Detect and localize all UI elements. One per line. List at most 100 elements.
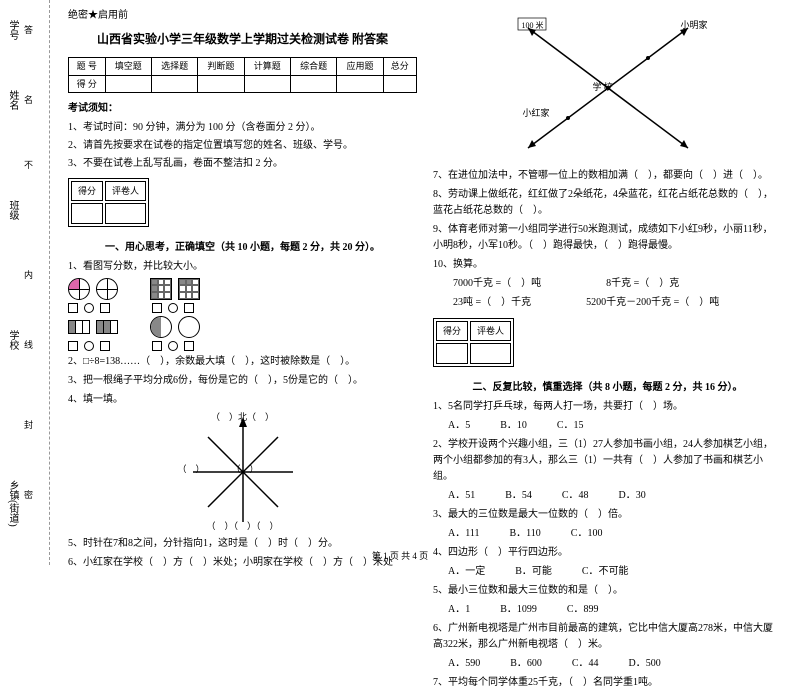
td-score: 得 分 [69, 75, 106, 92]
blank-box-icon[interactable] [184, 341, 194, 351]
question-7: 7、在进位加法中，不管哪一位上的数相加满（ ），都要向（ ）进（ ）。 [433, 168, 782, 184]
table-row: 得 分 [69, 75, 417, 92]
compass-mid-label: （ ） （ ） [178, 462, 308, 476]
margin-sub-5: 内 [22, 270, 35, 279]
td-blank[interactable] [105, 75, 151, 92]
left-column: 绝密★启用前 山西省实验小学三年级数学上学期过关检测试卷 附答案 题 号 填空题… [60, 8, 425, 557]
eval-blank[interactable] [71, 203, 103, 223]
margin-sub-2: 名 [22, 95, 35, 104]
star-top-label: 小明家 [680, 18, 707, 32]
square-fraction-icon [150, 278, 172, 300]
th-4: 计算题 [244, 58, 290, 75]
circle-fraction-icon [150, 316, 172, 338]
blank-circle-icon[interactable] [84, 303, 94, 313]
margin-label-id: 学号 [5, 20, 20, 40]
td-blank[interactable] [198, 75, 244, 92]
blank-circle-icon[interactable] [168, 303, 178, 313]
margin-sub-7: 封 [22, 420, 35, 429]
s2-q5-opts: A．1 B．1099 C．899 [433, 602, 782, 618]
blank-box-icon[interactable] [68, 303, 78, 313]
eval-blank[interactable] [105, 203, 146, 223]
td-blank[interactable] [337, 75, 383, 92]
th-6: 应用题 [337, 58, 383, 75]
td-blank[interactable] [244, 75, 290, 92]
s2-q6-opts: A．590 B．600 C．44 D．500 [433, 656, 782, 672]
circle-fraction-icon [96, 278, 118, 300]
circle-fraction-icon [178, 316, 200, 338]
s2-q4-opts: A．一定 B．可能 C．不可能 [433, 564, 782, 580]
secret-label: 绝密★启用前 [68, 8, 417, 24]
margin-label-class: 班级 [5, 200, 20, 220]
question-2: 2、□÷8=138……（ ），余数最大填（ ），这时被除数是（ ）。 [68, 354, 417, 370]
notice-item: 2、请首先按要求在试卷的指定位置填写您的姓名、班级、学号。 [68, 138, 417, 154]
blank-box-icon[interactable] [100, 303, 110, 313]
margin-label-school: 学校 [5, 330, 20, 350]
question-3: 3、把一根绳子平均分成6份，每份是它的（ ），5份是它的（ ）。 [68, 373, 417, 389]
blank-box-icon[interactable] [152, 341, 162, 351]
section1-title: 一、用心思考，正确填空（共 10 小题，每题 2 分，共 20 分）。 [68, 240, 417, 256]
td-blank[interactable] [151, 75, 197, 92]
q10b: 8千克 =（ ）克 [606, 278, 679, 289]
th-5: 综合题 [290, 58, 336, 75]
eval-score: 得分 [71, 181, 103, 201]
star-center-label: 学 校 [593, 80, 613, 94]
th-2: 选择题 [151, 58, 197, 75]
binding-margin: 学号 答 姓名 名 不 班级 内 学校 线 封 乡镇(街道) 密 [0, 0, 50, 565]
eval-box-2: 得分 评卷人 [433, 318, 514, 367]
blank-box-icon[interactable] [100, 341, 110, 351]
compass-top-label: （ ）北（ ） [183, 410, 303, 424]
th-0: 题 号 [69, 58, 106, 75]
rect-fraction-icon [68, 320, 90, 334]
table-row: 题 号 填空题 选择题 判断题 计算题 综合题 应用题 总分 [69, 58, 417, 75]
exam-title: 山西省实验小学三年级数学上学期过关检测试卷 附答案 [68, 30, 417, 49]
section2-title: 二、反复比较，慎重选择（共 8 小题，每题 2 分，共 16 分）。 [433, 380, 782, 396]
question-8: 8、劳动课上做纸花，红红做了2朵纸花，4朵蓝花，红花占纸花总数的（ ），蓝花占纸… [433, 187, 782, 219]
scale-label: 100 米 [522, 20, 544, 33]
s2-q5: 5、最小三位数和最大三位数的和是（ ）。 [433, 583, 782, 599]
s2-q3-opts: A．111 B．110 C．100 [433, 526, 782, 542]
page-footer: 第 1 页 共 4 页 [0, 549, 800, 562]
eval-person: 评卷人 [470, 321, 511, 341]
margin-sub-1: 答 [22, 25, 35, 34]
star-left-label: 小红家 [523, 106, 550, 120]
blank-box-icon[interactable] [184, 303, 194, 313]
square-fraction-icon [178, 278, 200, 300]
eval-score: 得分 [436, 321, 468, 341]
s2-q1: 1、5名同学打乒乓球，每两人打一场，共要打（ ）场。 [433, 399, 782, 415]
s2-q3: 3、最大的三位数是最大一位数的（ ）倍。 [433, 507, 782, 523]
margin-sub-6: 线 [22, 340, 35, 349]
compass-bot-label: （ ）（ ）（ ） [183, 519, 303, 533]
margin-sub-8: 密 [22, 490, 35, 499]
blank-circle-icon[interactable] [84, 341, 94, 351]
question-9: 9、体育老师对第一小组同学进行50米跑测试，成绩如下小红9秒，小丽11秒，小明8… [433, 222, 782, 254]
right-column: 100 米 小明家 小红家 学 校 7、在进位加法中，不管哪一位上的数相加满（ … [425, 8, 790, 557]
s2-q7: 7、平均每个同学体重25千克，（ ）名同学重1吨。 [433, 675, 782, 691]
s2-q1-opts: A．5 B．10 C．15 [433, 418, 782, 434]
s2-q6: 6、广州新电视塔是广州市目前最高的建筑，它比中信大厦高278米，中信大厦高322… [433, 621, 782, 653]
eval-blank[interactable] [470, 343, 511, 363]
td-blank[interactable] [383, 75, 416, 92]
margin-label-town: 乡镇(街道) [5, 480, 20, 527]
fraction-diagrams-row1 [68, 278, 417, 300]
th-3: 判断题 [198, 58, 244, 75]
question-10: 10、换算。 [433, 257, 782, 273]
question-1: 1、看图写分数，并比较大小。 [68, 259, 417, 275]
notice-item: 3、不要在试卷上乱写乱画，卷面不整洁扣 2 分。 [68, 156, 417, 172]
td-blank[interactable] [290, 75, 336, 92]
fraction-diagrams-row2 [68, 316, 417, 338]
fraction-blanks-row2 [68, 341, 417, 351]
star-diagram: 100 米 小明家 小红家 学 校 [498, 8, 718, 168]
th-7: 总分 [383, 58, 416, 75]
blank-box-icon[interactable] [68, 341, 78, 351]
margin-sub-3: 不 [22, 160, 35, 169]
score-table: 题 号 填空题 选择题 判断题 计算题 综合题 应用题 总分 得 分 [68, 57, 417, 93]
eval-person: 评卷人 [105, 181, 146, 201]
question-4: 4、填一填。 [68, 392, 417, 408]
fraction-blanks-row1 [68, 303, 417, 313]
blank-circle-icon[interactable] [168, 341, 178, 351]
q10d: 5200千克－200千克 =（ ）吨 [586, 297, 719, 308]
q10c: 23吨 =（ ）千克 [453, 297, 531, 308]
eval-blank[interactable] [436, 343, 468, 363]
blank-box-icon[interactable] [152, 303, 162, 313]
eval-box: 得分 评卷人 [68, 178, 149, 227]
